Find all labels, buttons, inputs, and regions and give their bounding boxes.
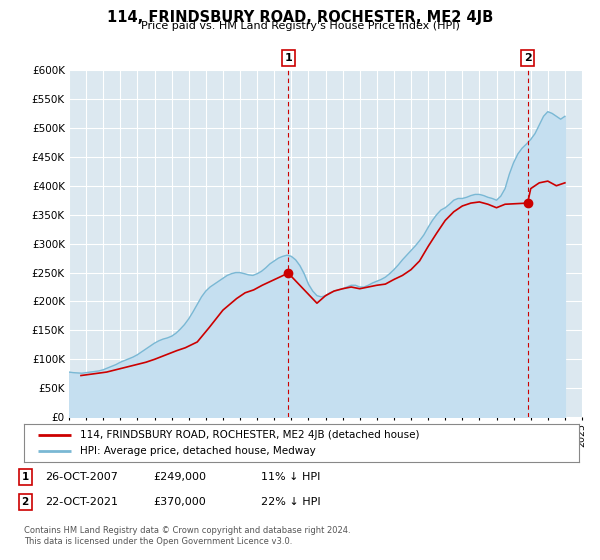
Text: 22-OCT-2021: 22-OCT-2021 [45, 497, 118, 507]
Text: 26-OCT-2007: 26-OCT-2007 [45, 472, 118, 482]
Text: Contains HM Land Registry data © Crown copyright and database right 2024.
This d: Contains HM Land Registry data © Crown c… [24, 526, 350, 546]
Text: 1: 1 [22, 472, 29, 482]
Text: HPI: Average price, detached house, Medway: HPI: Average price, detached house, Medw… [79, 446, 315, 456]
Text: 2: 2 [524, 53, 532, 63]
Text: £370,000: £370,000 [153, 497, 206, 507]
Text: £249,000: £249,000 [153, 472, 206, 482]
Text: Price paid vs. HM Land Registry's House Price Index (HPI): Price paid vs. HM Land Registry's House … [140, 21, 460, 31]
Text: 1: 1 [284, 53, 292, 63]
Text: 2: 2 [22, 497, 29, 507]
Text: 22% ↓ HPI: 22% ↓ HPI [261, 497, 320, 507]
Text: 11% ↓ HPI: 11% ↓ HPI [261, 472, 320, 482]
Text: 114, FRINDSBURY ROAD, ROCHESTER, ME2 4JB: 114, FRINDSBURY ROAD, ROCHESTER, ME2 4JB [107, 10, 493, 25]
Text: 114, FRINDSBURY ROAD, ROCHESTER, ME2 4JB (detached house): 114, FRINDSBURY ROAD, ROCHESTER, ME2 4JB… [79, 430, 419, 440]
